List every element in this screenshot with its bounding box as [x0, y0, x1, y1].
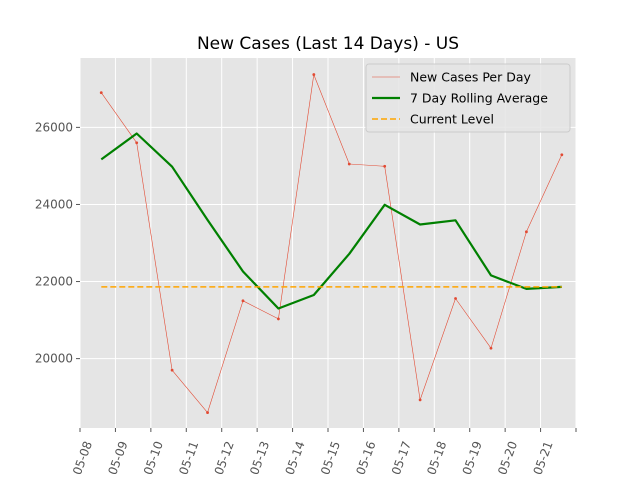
data-point — [241, 299, 245, 303]
data-point — [418, 398, 422, 402]
legend: New Cases Per Day 7 Day Rolling Average Cu… — [365, 63, 571, 133]
data-point — [312, 73, 316, 76]
data-point — [383, 164, 387, 168]
series-layer — [99, 73, 564, 414]
series-line-1 — [100, 132, 562, 310]
y-tick-label: 22000 — [35, 275, 73, 289]
legend-label: Current Level — [410, 112, 494, 127]
data-point — [525, 230, 528, 234]
data-point — [135, 141, 139, 145]
data-point — [347, 162, 351, 166]
y-axis: 20000 22000 24000 26000 — [35, 120, 80, 366]
data-point — [454, 297, 457, 300]
data-point — [489, 346, 493, 350]
data-point — [99, 91, 103, 95]
data-point — [170, 368, 174, 372]
series-line-0 — [101, 74, 563, 413]
y-tick-label: 24000 — [35, 197, 73, 211]
data-point — [277, 317, 280, 321]
data-point — [560, 153, 564, 157]
y-tick-label: 26000 — [35, 120, 73, 134]
legend-box — [365, 63, 571, 133]
legend-label: New Cases Per Day — [410, 70, 531, 85]
legend-label: 7 Day Rolling Average — [410, 91, 548, 106]
chart-title: New Cases (Last 14 Days) - US — [197, 34, 459, 54]
data-point — [206, 411, 209, 414]
y-tick-label: 20000 — [35, 352, 73, 366]
